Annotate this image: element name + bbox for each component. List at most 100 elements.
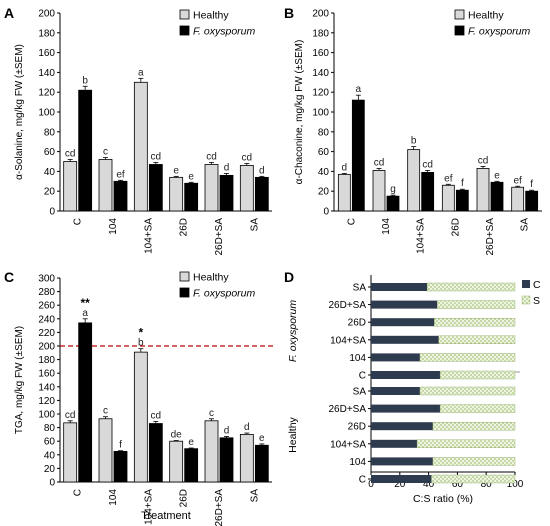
significance-letter: cd [151,151,162,162]
y-tick-label: 80 [44,423,56,434]
significance-letter: e [188,171,194,182]
significance-letter: e [494,170,500,181]
category-label: SA [353,387,367,398]
bar-infected [78,89,93,212]
y-tick-label: 280 [38,287,55,298]
y-tick-label: 120 [38,396,55,407]
legend-swatch-infected [179,287,190,298]
y-tick-label: 40 [318,167,330,178]
y-tick-label: 0 [323,207,329,218]
bar-c-portion [371,353,420,362]
bar-healthy [441,184,455,212]
legend-label-s: S [533,295,540,307]
y-tick-label: 20 [318,187,330,198]
y-tick-label: 20 [44,464,56,475]
category-label: 104+SA [330,439,366,450]
bar-healthy [407,149,421,212]
bar-healthy [337,173,351,212]
legend-label-infected: F. oxysporum [193,26,255,38]
y-tick-label: 140 [38,68,55,79]
panel-letter-a: A [4,5,14,21]
bar-s-portion [438,335,516,344]
y-tick-label: 180 [38,355,55,366]
y-tick-label: 260 [38,301,55,312]
significance-letter: cd [478,155,489,166]
y-tick-label: 100 [38,108,55,119]
bar-infected [421,171,435,212]
x-tick-label: 100 [507,479,524,490]
bar-s-portion [439,370,516,380]
y-tick-label: 160 [38,48,55,59]
category-label: 104 [108,489,119,506]
significance-letter: ef [513,175,522,186]
significance-letter: c [209,408,214,419]
category-label: C [359,371,366,382]
category-label: 26D [179,489,190,507]
significance-letter: a [82,308,88,319]
y-tick-label: 120 [38,88,55,99]
bar-c-portion [371,387,420,395]
significance-letter: cd [206,151,217,162]
legend-swatch-healthy [454,9,465,20]
bar-infected [184,182,199,212]
significance-letter: ef [444,173,453,184]
bar-infected [113,180,128,212]
bar-s-portion [439,404,516,413]
panel-c-chart: 0 20 40 60 80 100 120 140 160 180 200 220 240 260 280 3… [14,272,274,526]
bar-infected [148,423,163,483]
category-label: 104+SA [330,335,366,346]
bar-c-portion [371,439,418,448]
category-label: SA [520,218,531,232]
category-label: 104 [108,218,119,235]
bar-infected [254,444,269,483]
bar-infected [254,176,269,212]
y-tick-label: 180 [38,28,55,39]
significance-letter: cd [374,157,385,168]
category-label: 104+SA [143,218,154,254]
category-label: 26D+SA [328,300,366,311]
significance-letter: b [411,136,417,147]
bar-infected [219,437,234,483]
category-label: 104 [349,457,366,468]
category-label: 26D+SA [214,489,225,526]
y-tick-label: 0 [49,478,55,489]
y-tick-label: 60 [44,437,56,448]
y-tick-label: 300 [38,274,55,285]
legend-swatch-healthy [179,9,190,20]
panel-d-chart: 0 20 40 60 80 100 C:S ratio (%) SA 26D+SA 26D 104+… [287,275,541,505]
significance-letter: cd [151,410,162,421]
panel-letter-b: B [284,5,294,21]
significance-letter: cd [65,149,76,160]
legend-swatch-s [521,295,531,305]
group-label: Healthy [287,416,299,452]
bar-healthy [133,351,148,483]
bar-healthy [204,164,219,212]
significance-letter: g [390,184,396,195]
legend-label-healthy: Healthy [193,10,229,22]
y-tick-label: 80 [318,127,330,138]
legend-label-healthy: Healthy [468,10,504,22]
y-axis-label-b: α-Chaconine, mg/kg FW (±SEM) [294,40,305,185]
panel-b-chart: 0 20 40 60 80 100 120 140 160 180 200 α-Chaconine, … [294,9,542,256]
x-tick-label: 80 [481,479,493,490]
bar-healthy [63,422,78,483]
significance-letter: d [224,162,230,173]
y-tick-label: 200 [312,9,329,20]
bar-healthy [63,161,78,212]
y-tick-label: 220 [38,328,55,339]
y-tick-label: 140 [38,382,55,393]
significance-letter: b [82,75,88,86]
bar-s-portion [434,318,516,327]
bar-c-portion [371,475,432,483]
bar-healthy [204,420,219,483]
category-label: SA [249,489,260,503]
bar-c-portion [371,371,441,379]
legend-label-c: C [533,279,541,291]
y-tick-label: 100 [312,108,329,119]
significance-letter: f [119,440,122,451]
bar-s-portion [419,386,516,396]
category-label: 104 [381,218,392,235]
y-tick-label: 200 [38,9,55,20]
bar-healthy [511,186,525,212]
y-tick-label: 100 [38,410,55,421]
